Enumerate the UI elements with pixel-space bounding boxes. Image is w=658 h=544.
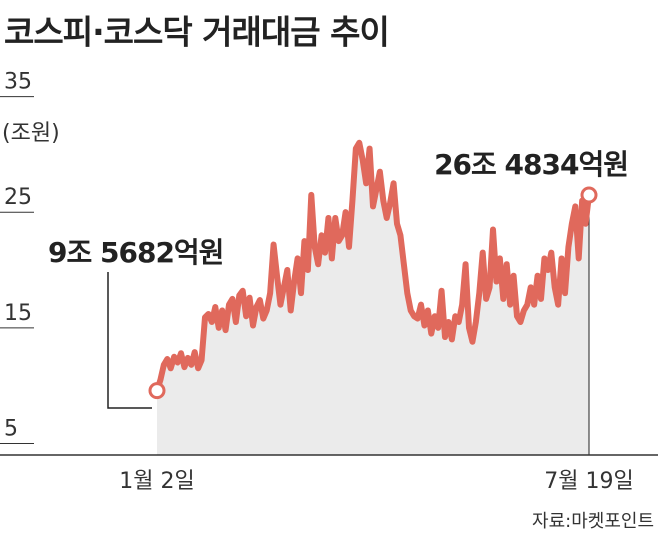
annotation: 26조 4834억원 — [434, 148, 628, 181]
line — [154, 139, 592, 392]
point-marker — [580, 186, 598, 204]
y-tick-label: 5 — [4, 416, 18, 441]
y-tick-label: 25 — [4, 185, 32, 210]
chart-title: 코스피·코스닥 거래대금 추이 — [4, 13, 389, 52]
y-axis-unit: (조원) — [2, 121, 60, 146]
y-tick-label: 15 — [4, 301, 32, 326]
x-tick-label: 7월 19일 — [544, 469, 633, 494]
source: 자료:마켓포인트 — [532, 511, 654, 532]
y-tick-label: 35 — [4, 70, 32, 95]
x-tick-label: 1월 2일 — [119, 469, 194, 494]
point-marker — [148, 382, 166, 400]
annotation: 9조 5682억원 — [48, 236, 223, 269]
leader-line — [107, 272, 152, 409]
area — [157, 142, 589, 455]
